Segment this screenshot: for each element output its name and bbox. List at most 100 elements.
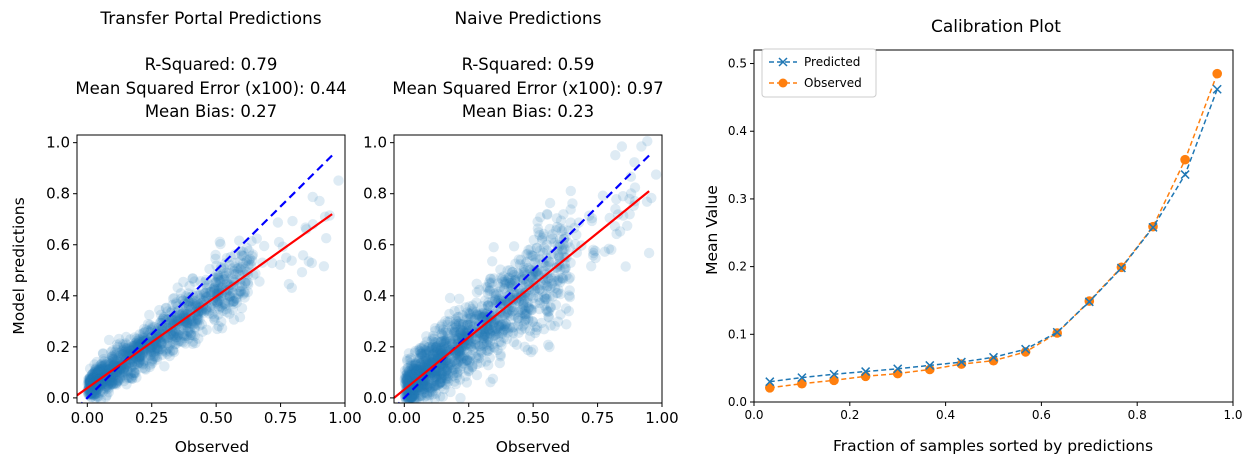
panel2-point: [478, 338, 489, 349]
panel1-point: [182, 308, 194, 319]
panel1-ytick-label: 0.2: [46, 338, 70, 356]
panel1-point: [240, 277, 251, 288]
panel1-point: [163, 322, 175, 333]
panel1-xtick-label: 0.25: [135, 409, 168, 427]
panel1-point: [87, 370, 99, 381]
panel2-point: [436, 328, 447, 339]
panel1-point: [162, 323, 173, 334]
panel1-point: [92, 367, 103, 379]
panel2-point: [408, 363, 419, 374]
panel1-point: [229, 257, 240, 269]
panel1-point: [254, 276, 265, 287]
panel1-point: [95, 367, 106, 378]
panel1-point: [201, 295, 213, 306]
panel1-point: [130, 338, 141, 349]
panel2-point: [437, 330, 449, 341]
panel1-point: [179, 298, 190, 309]
panel2-point: [474, 340, 485, 352]
panel2-point: [524, 264, 536, 276]
panel2-point: [442, 329, 453, 341]
panel2-point: [443, 341, 454, 352]
panel1-point: [162, 348, 173, 359]
panel2-point: [444, 315, 456, 327]
panel2-point: [498, 324, 510, 335]
panel1-point: [230, 292, 242, 304]
panel2-point: [526, 346, 537, 358]
panel2-point: [402, 373, 413, 384]
panel1-point: [125, 334, 136, 345]
panel1-point: [102, 381, 113, 393]
panel2-point: [406, 368, 417, 379]
panel2-point: [554, 240, 566, 251]
panel2-point: [556, 273, 567, 284]
panel2-point: [453, 318, 465, 329]
panel1-point: [178, 295, 189, 306]
panel2-point: [475, 357, 487, 368]
panel3-xtick-label: 0.6: [1032, 408, 1051, 422]
panel2-point: [435, 321, 446, 332]
panel1-point: [156, 321, 167, 332]
panel1-point: [132, 339, 143, 351]
panel2-point: [435, 345, 446, 356]
panel2-point: [534, 303, 545, 315]
panel3-ytick-label: 0.2: [728, 260, 747, 274]
panel2-point: [436, 381, 447, 392]
panel3-series-observed-point: [892, 368, 903, 379]
panel2-point: [450, 314, 461, 325]
panel1-point: [86, 373, 98, 384]
panel2-point: [488, 319, 499, 331]
panel1-point: [139, 326, 150, 338]
panel2-point: [530, 252, 541, 263]
panel2-point: [499, 324, 510, 336]
panel1-point: [182, 308, 193, 320]
panel2-point: [440, 348, 451, 359]
panel2-point: [460, 302, 471, 313]
panel1-point: [156, 315, 167, 326]
panel1-point: [210, 249, 221, 261]
panel1-point: [237, 266, 248, 277]
panel2-point: [506, 282, 517, 293]
panel2-point: [567, 198, 578, 209]
panel2-point: [450, 315, 462, 327]
panel1-point: [178, 337, 189, 348]
panel1-point: [89, 374, 101, 386]
panel2-point: [419, 383, 430, 395]
panel2-xtick-label: 0.75: [581, 409, 614, 427]
panel1-point: [88, 372, 99, 383]
panel2-stat-bias: Mean Bias: 0.23: [462, 102, 594, 121]
panel1-point: [121, 342, 132, 354]
panel1-point: [116, 346, 127, 357]
panel2-point: [484, 277, 495, 288]
panel2-point: [420, 356, 431, 367]
panel2-panel: 0.00 0.25 0.50 0.75 1.000.00.20.40.60.81.0: [363, 134, 679, 427]
panel1-point: [246, 251, 258, 262]
panel1-point: [126, 341, 138, 352]
panel2-fit-line: [394, 190, 650, 399]
panel1-point: [214, 236, 225, 247]
panel2-point: [483, 324, 495, 335]
panel2-point: [625, 171, 637, 182]
panel1-point: [156, 338, 167, 349]
panel2-point: [507, 306, 518, 317]
panel2-point: [463, 339, 475, 351]
panel2-point: [399, 365, 411, 376]
panel1-point: [87, 389, 99, 400]
panel2-point: [448, 367, 460, 379]
panel2-point: [604, 212, 615, 224]
panel2-point: [545, 234, 557, 245]
panel2-point: [524, 325, 536, 336]
panel1-stat-bias: Mean Bias: 0.27: [145, 102, 277, 121]
panel1-point: [88, 376, 99, 387]
panel2-point: [563, 306, 575, 317]
panel2-point: [437, 373, 448, 384]
panel1-point: [212, 298, 223, 310]
panel1-point: [227, 296, 239, 307]
panel1-point: [187, 330, 198, 341]
panel2-point: [447, 324, 458, 335]
panel1-point: [121, 373, 132, 384]
panel2-point: [406, 363, 417, 374]
panel1-point: [118, 366, 130, 377]
panel1-point: [141, 354, 153, 366]
panel2-point: [446, 321, 457, 332]
panel2-point: [407, 363, 418, 374]
